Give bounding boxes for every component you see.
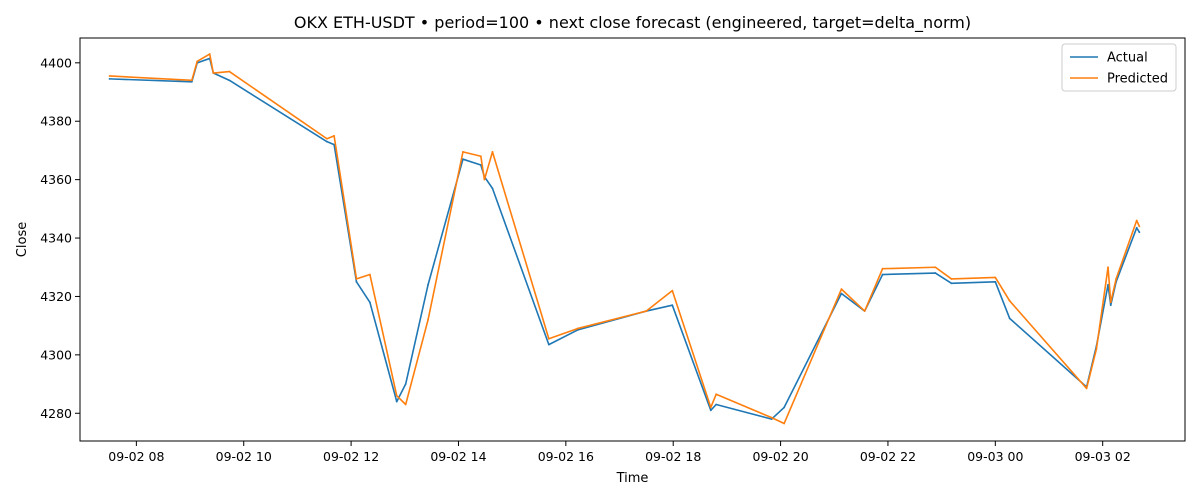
data-point-predicted [840, 288, 843, 291]
data-point-actual [671, 304, 674, 307]
y-tick-label: 4320 [40, 289, 72, 304]
data-point-predicted [427, 318, 429, 321]
x-tick-label: 09-02 16 [538, 449, 594, 464]
y-axis: 4280 4300 4320 4340 4360 4380 4400 [40, 55, 80, 421]
data-point-predicted [1109, 301, 1112, 304]
x-axis-label: Time [616, 471, 649, 486]
data-point-predicted [479, 155, 482, 158]
data-point-predicted [326, 137, 328, 140]
y-tick-label: 4280 [40, 406, 72, 421]
data-point-predicted [491, 150, 494, 153]
data-point-predicted [645, 310, 648, 312]
data-point-actual [950, 282, 953, 285]
data-point-predicted [783, 422, 786, 425]
data-point-predicted [1138, 225, 1141, 228]
data-point-predicted [212, 72, 215, 74]
x-tick-label: 09-03 02 [1075, 449, 1131, 464]
data-point-actual [462, 158, 464, 161]
y-tick-label: 4300 [40, 347, 72, 362]
data-point-actual [491, 187, 494, 190]
data-point-predicted [1115, 278, 1118, 280]
data-point-actual [479, 164, 482, 166]
data-point-predicted [228, 70, 231, 73]
data-point-actual [783, 406, 786, 409]
y-axis-label: Close [15, 222, 30, 257]
data-point-actual [994, 280, 997, 283]
data-point-predicted [1135, 219, 1138, 222]
data-point-predicted [547, 337, 550, 340]
data-point-actual [190, 80, 193, 83]
data-point-actual [881, 273, 884, 276]
data-point-predicted [671, 289, 674, 292]
data-point-actual [709, 409, 712, 412]
x-tick-label: 09-02 20 [752, 449, 808, 464]
data-point-predicted [1008, 299, 1011, 302]
x-tick-label: 09-02 14 [430, 449, 486, 464]
data-point-actual [1008, 317, 1011, 320]
data-point-actual [333, 143, 336, 146]
data-point-predicted [881, 267, 884, 270]
data-point-predicted [934, 266, 937, 269]
y-tick-label: 4340 [40, 231, 72, 246]
data-point-actual [1107, 283, 1109, 286]
data-point-actual [326, 140, 328, 143]
legend-box [1061, 43, 1177, 92]
data-point-actual [427, 283, 429, 286]
data-point-predicted [404, 403, 407, 406]
legend-label-predicted: Predicted [1107, 72, 1168, 87]
data-point-actual [840, 292, 843, 295]
data-point-predicted [1107, 266, 1109, 269]
x-axis: 09-02 08 09-02 10 09-02 12 09-02 14 09-02 16… [108, 441, 1131, 464]
data-point-predicted [715, 393, 718, 396]
data-point-actual [108, 77, 111, 80]
data-point-predicted [208, 53, 211, 55]
x-tick-label: 09-02 22 [860, 449, 916, 464]
legend: Actual Predicted [1061, 43, 1177, 92]
x-tick-label: 09-02 08 [108, 449, 164, 464]
x-tick-label: 09-02 12 [323, 449, 379, 464]
data-point-predicted [190, 79, 193, 82]
legend-label-actual: Actual [1107, 51, 1148, 66]
y-tick-label: 4400 [40, 55, 72, 70]
data-point-predicted [950, 278, 953, 280]
series-layer [108, 53, 1141, 425]
data-point-predicted [770, 416, 773, 419]
data-point-predicted [709, 406, 712, 409]
data-point-predicted [1095, 348, 1098, 350]
data-point-actual [404, 383, 407, 385]
data-point-predicted [576, 327, 579, 330]
x-tick-label: 09-02 10 [216, 449, 272, 464]
y-tick-label: 4380 [40, 114, 72, 129]
data-point-predicted [108, 75, 111, 77]
data-point-actual [715, 403, 718, 406]
data-point-predicted [483, 178, 486, 181]
data-point-predicted [395, 394, 398, 397]
data-point-actual [355, 280, 358, 283]
data-point-predicted [355, 278, 358, 280]
data-point-predicted [368, 273, 371, 276]
data-point-predicted [196, 60, 199, 63]
data-point-actual [395, 400, 398, 403]
plot-area [79, 37, 1186, 442]
data-point-predicted [863, 310, 866, 312]
data-point-predicted [1085, 387, 1088, 390]
y-tick-label: 4360 [40, 172, 72, 187]
data-point-actual [368, 301, 371, 304]
data-point-actual [1138, 231, 1141, 234]
x-tick-label: 09-03 00 [967, 449, 1023, 464]
data-point-actual [576, 329, 579, 331]
x-tick-label: 09-02 18 [645, 449, 701, 464]
data-point-predicted [333, 134, 336, 137]
data-point-actual [547, 343, 550, 346]
data-point-actual [228, 79, 231, 82]
series-line-predicted [109, 53, 1141, 425]
data-point-predicted [994, 276, 997, 279]
series-line-actual [109, 57, 1141, 420]
data-point-predicted [462, 150, 464, 153]
data-point-actual [1135, 226, 1138, 229]
data-point-actual [934, 272, 937, 274]
chart-title: OKX ETH-USDT • period=100 • next close f… [294, 13, 971, 33]
data-point-actual [1109, 304, 1112, 307]
